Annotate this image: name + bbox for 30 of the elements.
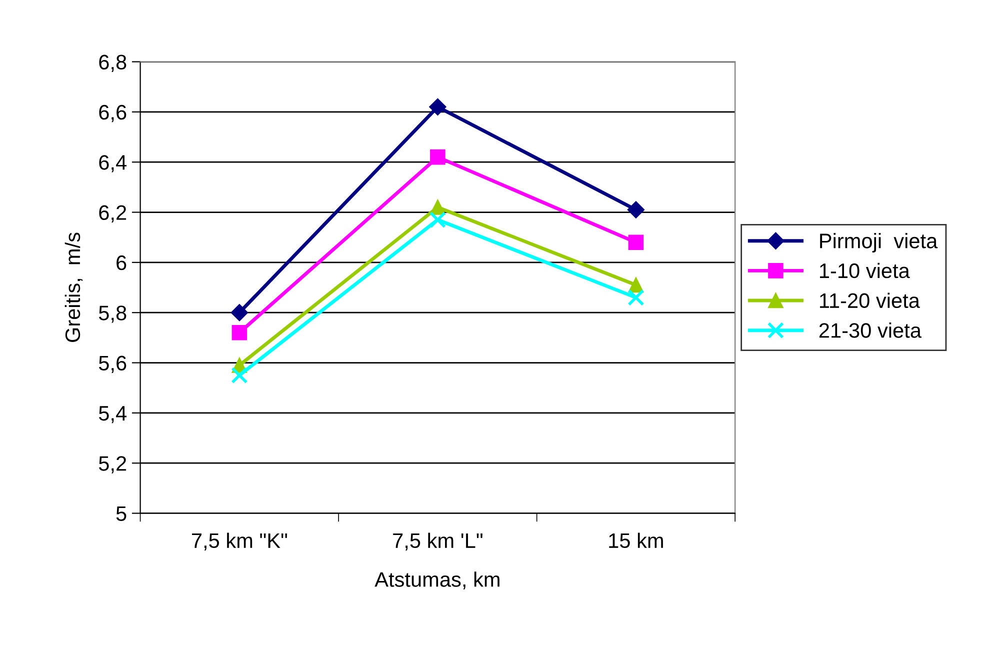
y-axis-title: Greitis, m/s [64,232,83,342]
point [430,149,446,165]
point [628,289,644,306]
point [232,325,248,340]
x-tick-label: 15 km [609,532,663,548]
y-tick-label: 6,8 [99,54,126,72]
y-tick-label: 6,4 [99,155,126,172]
y-tick-label: 5 [116,506,126,522]
x-axis-title: Atstumas, km [374,572,500,590]
legend-label: Pirmoji vieta [820,233,938,252]
y-tick-label: 5,8 [98,306,126,323]
point [628,277,644,293]
y-tick-label: 6,6 [99,104,126,122]
y-tick-label: 5,2 [98,456,126,474]
y-tick-label: 5,4 [98,406,126,424]
x-tick-label: 7,5 km "K" [192,532,288,550]
point [429,98,446,116]
legend-label: 1-10 vieta [820,262,910,278]
legend-label: 21-30 vieta [819,322,922,338]
point [230,304,248,322]
point [429,211,446,228]
x-tick-label: 7,5 km 'L" [393,532,482,550]
point [627,201,644,218]
y-tick-label: 6 [116,255,126,270]
point [231,366,248,384]
y-tick-label: 5,6 [98,356,126,373]
legend-label: 11-20 vieta [820,292,920,308]
point [628,234,644,250]
point [430,200,446,215]
y-tick-label: 6,2 [99,205,126,222]
